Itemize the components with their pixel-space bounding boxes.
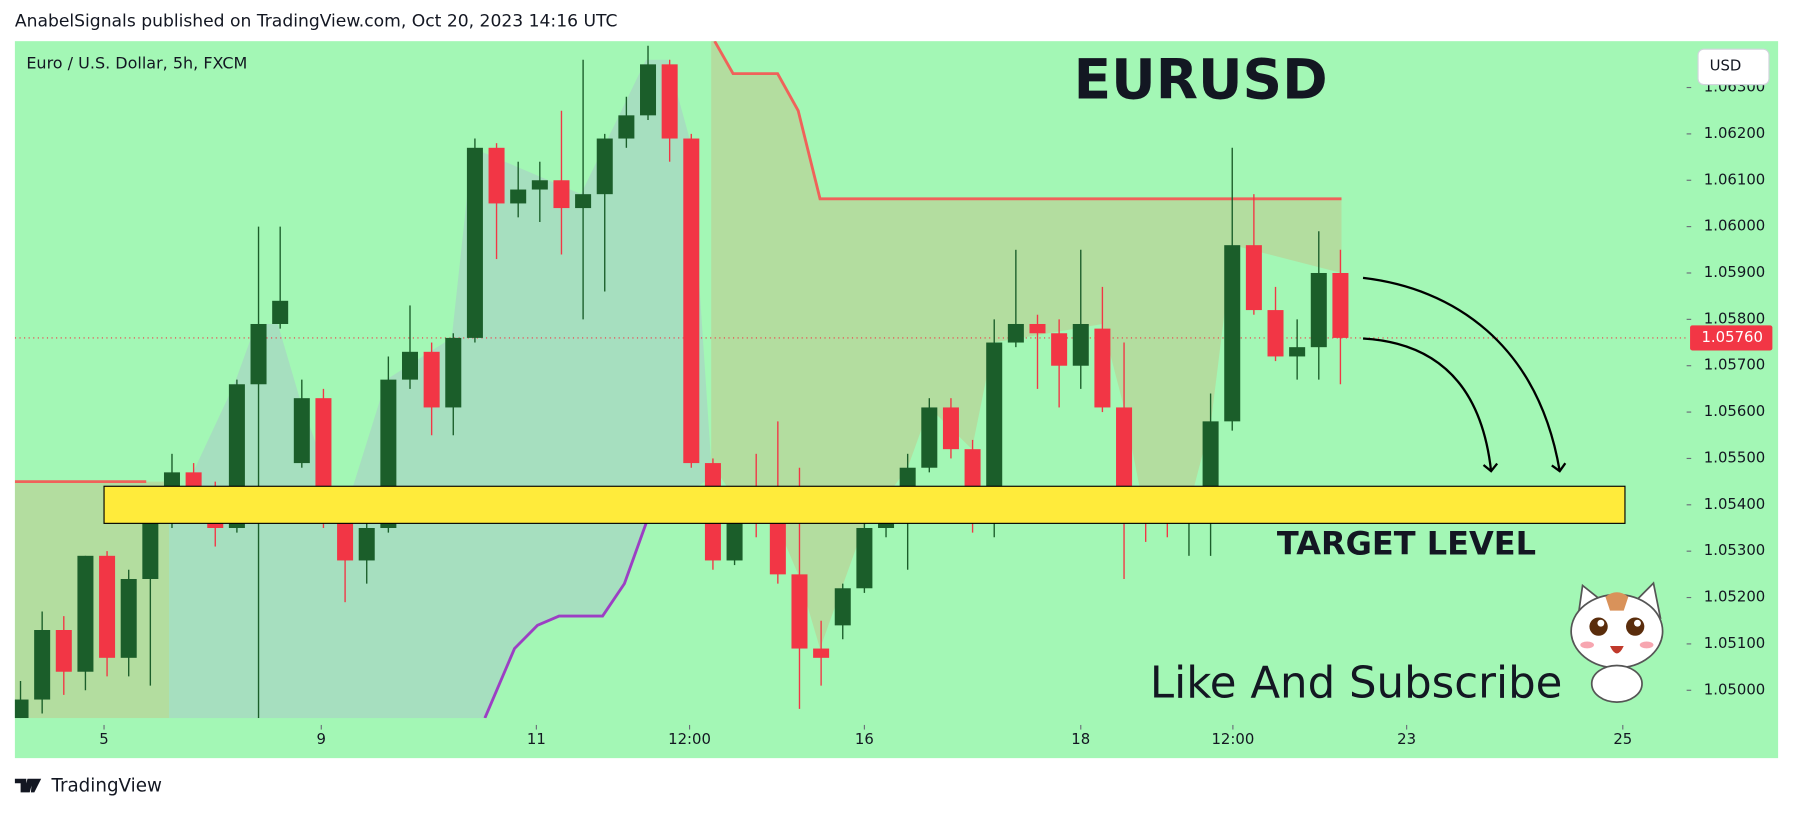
candle-body [596, 138, 613, 195]
candle-body [34, 629, 51, 700]
candle-body [618, 115, 635, 139]
y-tick-label: 1.05700 [1704, 356, 1765, 374]
x-tick-label: 12:00 [1211, 730, 1254, 748]
publish-header: AnabelSignals published on TradingView.c… [15, 12, 618, 32]
candle-body [856, 527, 873, 589]
candle-body [1202, 421, 1219, 505]
candle-body [1072, 323, 1089, 366]
y-tick-label: 1.05800 [1704, 309, 1765, 327]
candle-body [921, 407, 938, 468]
candle-body [1267, 310, 1284, 357]
candle-body [683, 138, 700, 464]
y-tick-label: 1.05100 [1704, 634, 1765, 652]
candle-body [510, 189, 527, 204]
x-tick-label: 16 [855, 730, 874, 748]
y-tick-label: 1.05000 [1704, 680, 1765, 698]
chart-title: EURUSD [1074, 48, 1328, 112]
candle-body [1289, 347, 1306, 357]
overlay: 1.05000 1.05100 1.05200 1.05300 1.05400 1.055… [99, 78, 1773, 748]
arrow [1362, 276, 1567, 473]
candle-body [423, 351, 440, 408]
candle-body [358, 527, 375, 561]
candle-body [120, 578, 137, 658]
candle-body [466, 147, 483, 338]
x-tick-label: 18 [1071, 730, 1090, 748]
indicator-line [713, 41, 1342, 201]
candle-body [834, 588, 851, 626]
x-tick-label: 9 [317, 730, 326, 748]
annotation: Like And Subscribe [1150, 659, 1562, 709]
candle-body [531, 180, 548, 190]
y-tick-label: 1.06200 [1704, 124, 1765, 142]
candle-body [661, 64, 678, 139]
candle-body [401, 351, 419, 380]
y-tick-label: 1.06100 [1704, 170, 1765, 188]
x-tick-label: 12:00 [668, 730, 711, 748]
candle-body [1007, 323, 1024, 343]
target-label: TARGET LEVEL [1277, 524, 1536, 562]
candle-body [1224, 245, 1241, 422]
y-tick-label: 1.06000 [1704, 217, 1765, 235]
candle-body [575, 194, 592, 209]
x-tick-label: 23 [1397, 730, 1416, 748]
candle-body [1245, 245, 1262, 311]
y-tick-label: 1.05500 [1704, 448, 1765, 466]
candle-body [272, 300, 289, 324]
candle-body [488, 147, 505, 204]
candle-body [1029, 323, 1046, 334]
candle-body [14, 699, 29, 719]
candle-body [293, 398, 310, 464]
x-tick-label: 25 [1613, 730, 1632, 748]
candle-body [250, 323, 267, 385]
y-tick-label: 1.05400 [1704, 495, 1765, 513]
currency-button[interactable] [1697, 48, 1770, 86]
currency-label: USD [1710, 56, 1742, 74]
candle-body [769, 523, 786, 575]
target-zone [103, 485, 1626, 524]
footer-logo [14, 778, 42, 793]
candle-body [791, 574, 808, 649]
candle-body [55, 629, 72, 672]
x-tick-label: 11 [527, 730, 546, 748]
symbol-label: Euro / U.S. Dollar, 5h, FXCM [26, 54, 247, 73]
y-tick-label: 1.05600 [1704, 402, 1765, 420]
indicator-line [483, 522, 648, 719]
candle-body [986, 342, 1003, 519]
candle-body [77, 555, 94, 672]
cloud [169, 59, 712, 719]
y-tick-label: 1.05200 [1704, 588, 1765, 606]
arrow [1362, 337, 1499, 473]
candle-body [813, 648, 830, 658]
candle-body [142, 523, 159, 579]
candle-body [99, 555, 116, 658]
candle-body [1310, 272, 1327, 348]
candle-body [337, 518, 354, 561]
candle-body [942, 407, 959, 450]
last-price-badge [1690, 325, 1773, 351]
y-tick-label: 1.05900 [1704, 263, 1765, 281]
candle-body [1051, 333, 1068, 366]
candle-body [445, 337, 462, 408]
y-tick-label: 1.05300 [1704, 541, 1765, 559]
candle-body [553, 180, 570, 209]
last-price-label: 1.05760 [1701, 328, 1762, 346]
candle-body [640, 64, 657, 116]
candle-body [1332, 272, 1349, 338]
x-tick-label: 5 [99, 730, 108, 748]
cat-sticker [1570, 581, 1664, 703]
candle-body [1094, 328, 1111, 408]
footer-brand: TradingView [50, 776, 162, 797]
